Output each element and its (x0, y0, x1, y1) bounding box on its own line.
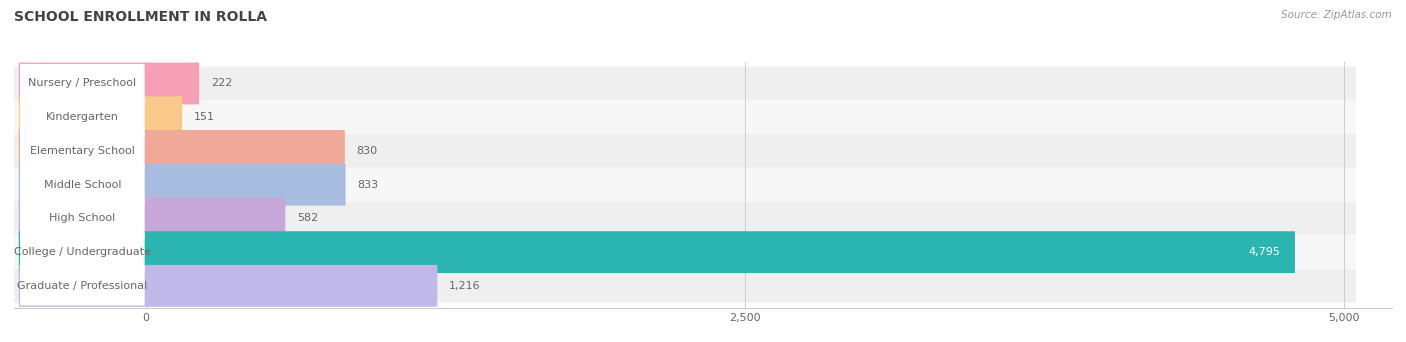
FancyBboxPatch shape (7, 269, 1355, 303)
Text: SCHOOL ENROLLMENT IN ROLLA: SCHOOL ENROLLMENT IN ROLLA (14, 10, 267, 24)
FancyBboxPatch shape (20, 199, 145, 238)
FancyBboxPatch shape (7, 100, 1355, 134)
Text: Graduate / Professional: Graduate / Professional (17, 281, 148, 291)
FancyBboxPatch shape (18, 164, 346, 206)
FancyBboxPatch shape (7, 168, 1355, 201)
Text: Nursery / Preschool: Nursery / Preschool (28, 78, 136, 89)
Text: Source: ZipAtlas.com: Source: ZipAtlas.com (1281, 10, 1392, 20)
Text: Elementary School: Elementary School (30, 146, 135, 156)
FancyBboxPatch shape (18, 231, 1295, 273)
Text: High School: High School (49, 213, 115, 223)
Text: College / Undergraduate: College / Undergraduate (14, 247, 150, 257)
Text: 833: 833 (357, 180, 378, 190)
FancyBboxPatch shape (7, 201, 1355, 235)
Text: 222: 222 (211, 78, 232, 89)
Text: 4,795: 4,795 (1249, 247, 1281, 257)
FancyBboxPatch shape (18, 130, 344, 172)
FancyBboxPatch shape (18, 265, 437, 307)
FancyBboxPatch shape (20, 266, 145, 305)
FancyBboxPatch shape (7, 235, 1355, 269)
FancyBboxPatch shape (7, 67, 1355, 100)
FancyBboxPatch shape (20, 233, 145, 272)
FancyBboxPatch shape (18, 96, 183, 138)
FancyBboxPatch shape (20, 165, 145, 204)
FancyBboxPatch shape (18, 197, 285, 239)
FancyBboxPatch shape (20, 131, 145, 171)
FancyBboxPatch shape (20, 64, 145, 103)
FancyBboxPatch shape (20, 98, 145, 137)
FancyBboxPatch shape (7, 134, 1355, 168)
FancyBboxPatch shape (18, 63, 200, 104)
Text: Middle School: Middle School (44, 180, 121, 190)
Text: 830: 830 (357, 146, 378, 156)
Text: Kindergarten: Kindergarten (46, 112, 120, 122)
Text: 582: 582 (297, 213, 319, 223)
Text: 1,216: 1,216 (450, 281, 481, 291)
Text: 151: 151 (194, 112, 215, 122)
